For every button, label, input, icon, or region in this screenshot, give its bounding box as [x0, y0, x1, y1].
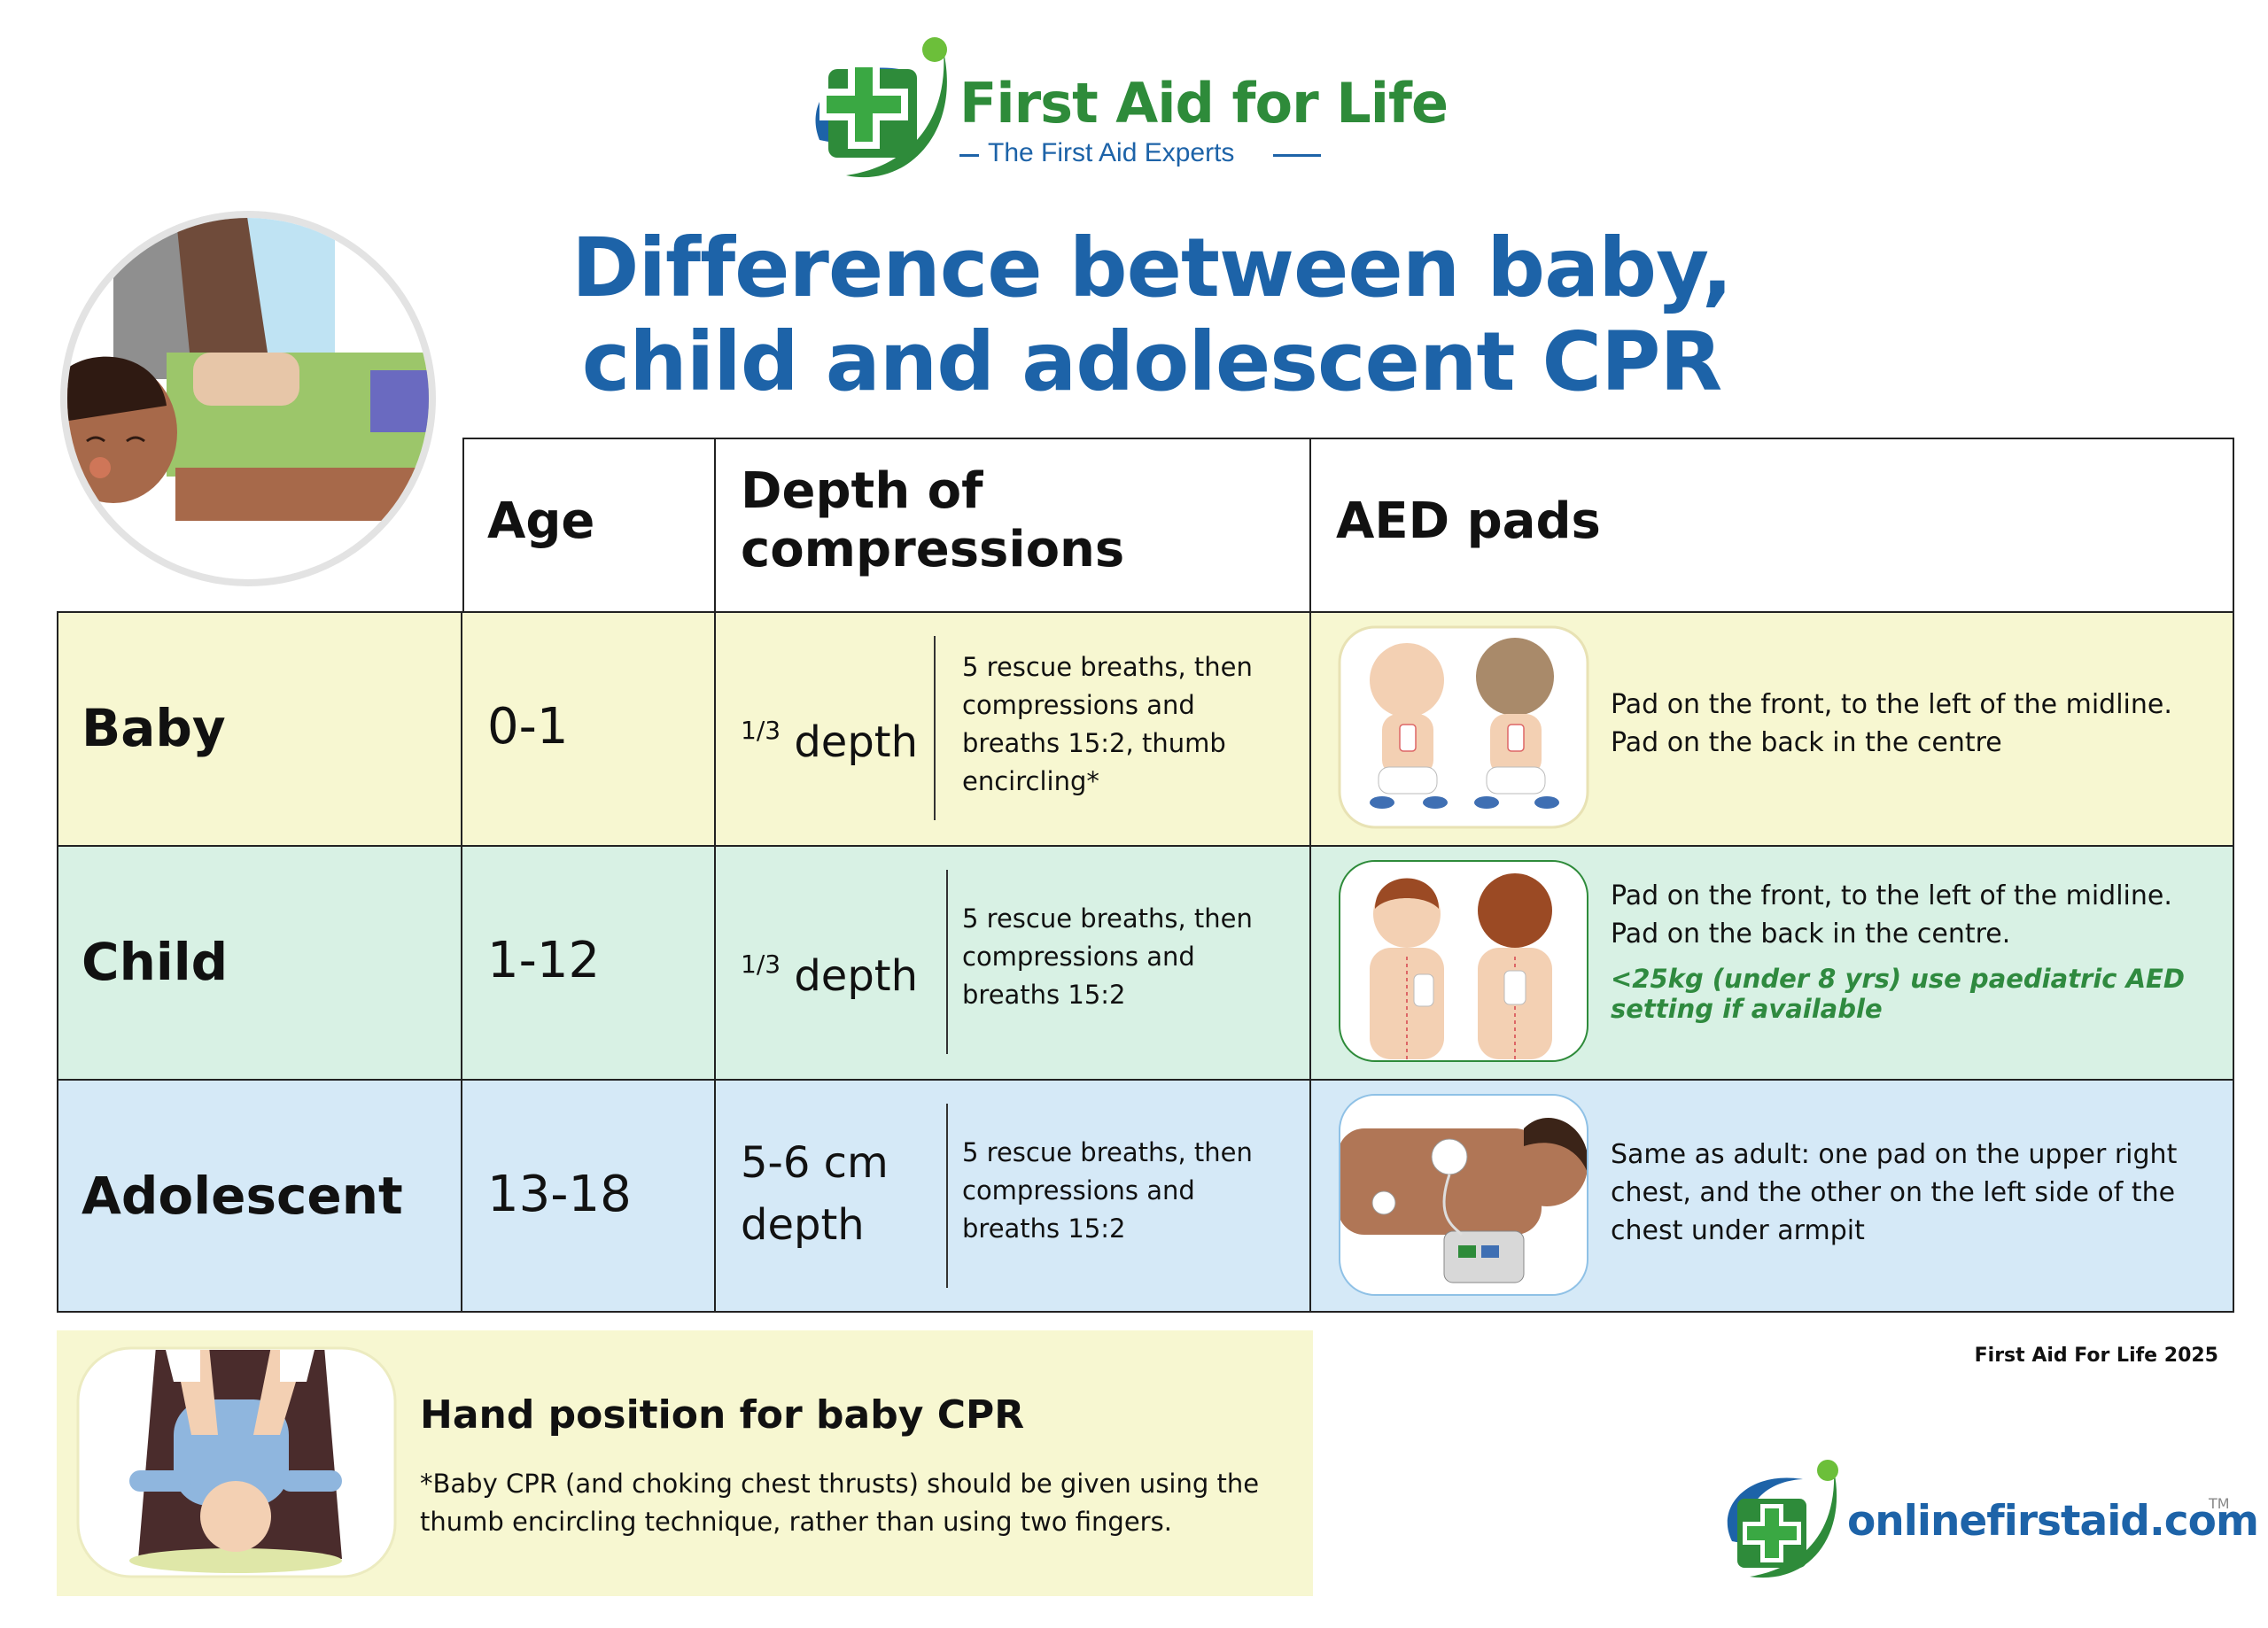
header-depth: Depth of compressions	[741, 462, 1124, 579]
table-row-baby	[57, 611, 2234, 845]
site-link[interactable]: onlinefirstaid.com	[1847, 1497, 2259, 1546]
child-aed-pads-illustration	[1338, 859, 1589, 1063]
row-adolescent-aed-cell: Same as adult: one pad on the upper righ…	[1311, 1079, 2234, 1313]
baby-aed-pads-illustration	[1338, 625, 1589, 829]
row-baby-age-cell: 0-1	[462, 611, 716, 845]
header-aed: AED pads	[1336, 492, 1601, 550]
row-baby-label-cell: Baby	[57, 611, 462, 845]
header-depth-line2: compressions	[741, 521, 1125, 578]
age-adolescent: 13-18	[487, 1166, 632, 1223]
child-cpr-illustration	[51, 211, 445, 586]
depth-divider	[946, 1104, 948, 1288]
tagline-rule-right	[1273, 154, 1321, 157]
aed-baby: Pad on the front, to the left of the mid…	[1611, 689, 2172, 758]
row-child-label-cell: Child	[57, 845, 462, 1079]
aed-child: Pad on the front, to the left of the mid…	[1611, 877, 2213, 1024]
row-adolescent-age-cell: 13-18	[462, 1079, 716, 1313]
row-baby-aed-cell: Pad on the front, to the left of the mid…	[1311, 611, 2234, 845]
depth-fraction-child: 1/3	[741, 950, 781, 979]
age-child: 1-12	[487, 932, 601, 989]
row-child-aed-cell: Pad on the front, to the left of the mid…	[1311, 845, 2234, 1079]
cross-swoosh-icon	[815, 37, 947, 178]
tagline-rule-left	[959, 154, 979, 157]
note-child: 5 rescue breaths, then compressions and …	[962, 903, 1253, 1010]
row-baby-depth-cell: 1/3 depth 5 rescue breaths, then compres…	[716, 611, 1311, 845]
row-child-depth-cell: 1/3 depth 5 rescue breaths, then compres…	[716, 845, 1311, 1079]
copyright-text: First Aid For Life 2025	[1974, 1345, 2218, 1367]
depth-fraction-baby: 1/3	[741, 716, 781, 745]
header-cell-age: Age	[462, 438, 716, 611]
cross-swoosh-icon	[1727, 1460, 1838, 1578]
aed-child-warning: <25kg (under 8 yrs) use paediatric AED s…	[1611, 964, 2185, 1024]
row-label-baby: Baby	[82, 698, 226, 758]
adolescent-aed-pads-illustration	[1338, 1093, 1589, 1297]
first-aid-for-life-logo: First Aid for Life The First Aid Experts	[793, 34, 1466, 193]
page-title-line1: Difference between baby,	[571, 221, 1733, 315]
depth-baby: 1/3 depth	[741, 700, 918, 773]
trademark-mark: TM	[2209, 1495, 2230, 1512]
hand-position-note: *Baby CPR (and choking chest thrusts) sh…	[420, 1469, 1260, 1537]
age-baby: 0-1	[487, 698, 569, 756]
hand-position-title: Hand position for baby CPR	[420, 1392, 1025, 1438]
table-row-child	[57, 845, 2234, 1079]
depth-adolescent: 5-6 cm depth	[741, 1138, 889, 1250]
page-title-line2: child and adolescent CPR	[581, 314, 1723, 409]
note-baby: 5 rescue breaths, then compressions and …	[962, 652, 1253, 796]
aed-adolescent: Same as adult: one pad on the upper righ…	[1611, 1139, 2178, 1246]
onlinefirstaid-logo[interactable]: onlinefirstaid.com TM	[1714, 1453, 2259, 1585]
header-age: Age	[487, 492, 595, 550]
page-title: Difference between baby, child and adole…	[496, 221, 1807, 409]
header-cell-depth: Depth of compressions	[716, 438, 1311, 611]
depth-child: 1/3 depth	[741, 934, 918, 1007]
depth-divider	[946, 870, 948, 1054]
logo-title: First Aid for Life	[959, 71, 1449, 136]
hand-position-panel: Hand position for baby CPR *Baby CPR (an…	[57, 1330, 1313, 1596]
note-adolescent: 5 rescue breaths, then compressions and …	[962, 1137, 1253, 1244]
header-depth-line1: Depth of	[741, 462, 983, 520]
row-adolescent-label-cell: Adolescent	[57, 1079, 462, 1313]
header-cell-aed: AED pads	[1311, 438, 2234, 611]
baby-hand-position-illustration	[76, 1346, 397, 1578]
row-label-adolescent: Adolescent	[82, 1166, 403, 1226]
row-child-age-cell: 1-12	[462, 845, 716, 1079]
logo-tagline: The First Aid Experts	[988, 138, 1235, 167]
aed-child-text: Pad on the front, to the left of the mid…	[1611, 880, 2172, 950]
table-row-adolescent	[57, 1079, 2234, 1313]
row-adolescent-depth-cell: 5-6 cm depth 5 rescue breaths, then comp…	[716, 1079, 1311, 1313]
table-header-row	[462, 438, 2234, 611]
row-label-child: Child	[82, 932, 229, 992]
depth-value-child: depth	[794, 951, 919, 1001]
depth-divider	[934, 636, 936, 820]
depth-value-baby: depth	[794, 717, 919, 767]
